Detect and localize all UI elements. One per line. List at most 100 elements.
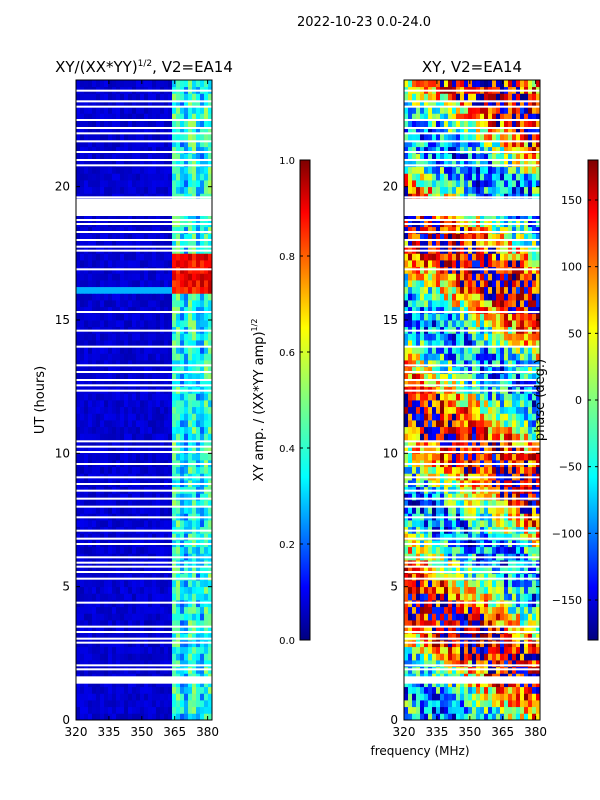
heatmap-cell	[508, 420, 513, 428]
heatmap-cell	[140, 606, 145, 614]
heatmap-cell	[448, 633, 453, 641]
heatmap-cell	[84, 686, 89, 694]
heatmap-cell	[108, 500, 113, 508]
heatmap-cell	[420, 453, 425, 461]
heatmap-cell	[112, 320, 117, 328]
heatmap-cell	[80, 506, 85, 514]
heatmap-cell	[204, 280, 209, 288]
heatmap-cell	[100, 213, 105, 221]
heatmap-cell	[152, 173, 157, 181]
heatmap-cell	[492, 546, 497, 554]
heatmap-cell	[180, 273, 185, 281]
heatmap-cell	[160, 260, 165, 268]
heatmap-cell	[512, 533, 517, 541]
heatmap-cell	[460, 446, 465, 454]
heatmap-cell	[80, 180, 85, 188]
heatmap-cell	[124, 180, 129, 188]
heatmap-cell	[108, 100, 113, 108]
heatmap-cell	[196, 346, 201, 354]
heatmap-cell	[196, 186, 201, 194]
heatmap-cell	[84, 606, 89, 614]
heatmap-cell	[208, 280, 213, 288]
heatmap-cell	[96, 213, 101, 221]
heatmap-cell	[152, 300, 157, 308]
heatmap-cell	[156, 633, 161, 641]
heatmap-cell	[200, 233, 205, 241]
heatmap-cell	[96, 133, 101, 141]
heatmap-cell	[204, 146, 209, 154]
heatmap-cell	[116, 400, 121, 408]
heatmap-cell	[172, 400, 177, 408]
heatmap-cell	[84, 213, 89, 221]
heatmap-cell	[208, 133, 213, 141]
heatmap-cell	[156, 133, 161, 141]
heatmap-cell	[108, 520, 113, 528]
heatmap-cell	[512, 546, 517, 554]
heatmap-cell	[492, 453, 497, 461]
heatmap-cell	[144, 306, 149, 314]
heatmap-cell	[480, 586, 485, 594]
heatmap-cell	[412, 433, 417, 441]
heatmap-cell	[156, 300, 161, 308]
heatmap-cell	[80, 233, 85, 241]
heatmap-cell	[416, 400, 421, 408]
heatmap-cell	[204, 293, 209, 301]
heatmap-cell	[140, 313, 145, 321]
heatmap-cell	[184, 566, 189, 574]
heatmap-cell	[424, 420, 429, 428]
heatmap-cell	[100, 360, 105, 368]
heatmap-cell	[132, 686, 137, 694]
heatmap-cell	[196, 566, 201, 574]
heatmap-cell	[164, 613, 169, 621]
heatmap-cell	[176, 446, 181, 454]
heatmap-cell	[176, 380, 181, 388]
heatmap-cell	[456, 453, 461, 461]
heatmap-cell	[92, 106, 97, 114]
heatmap-cell	[108, 306, 113, 314]
heatmap-cell	[412, 653, 417, 661]
heatmap-cell	[152, 140, 157, 148]
heatmap-cell	[192, 606, 197, 614]
heatmap-cell	[500, 446, 505, 454]
heatmap-cell	[460, 453, 465, 461]
heatmap-cell	[120, 440, 125, 448]
heatmap-cell	[96, 693, 101, 701]
heatmap-cell	[484, 433, 489, 441]
heatmap-cell	[88, 273, 93, 281]
heatmap-cell	[508, 426, 513, 434]
heatmap-cell	[176, 186, 181, 194]
heatmap-cell	[108, 93, 113, 101]
heatmap-cell	[160, 426, 165, 434]
heatmap-cell	[196, 113, 201, 121]
heatmap-cell	[128, 646, 133, 654]
heatmap-cell	[416, 533, 421, 541]
heatmap-cell	[528, 466, 533, 474]
heatmap-cell	[428, 453, 433, 461]
heatmap-cell	[204, 573, 209, 581]
heatmap-cell	[468, 573, 473, 581]
heatmap-cell	[96, 393, 101, 401]
heatmap-cell	[132, 660, 137, 668]
heatmap-cell	[424, 713, 429, 721]
heatmap-cell	[124, 466, 129, 474]
heatmap-cell	[428, 533, 433, 541]
heatmap-cell	[144, 80, 149, 88]
heatmap-cell	[456, 606, 461, 614]
heatmap-cell	[112, 346, 117, 354]
heatmap-cell	[428, 626, 433, 634]
heatmap-cell	[172, 606, 177, 614]
heatmap-cell	[516, 520, 521, 528]
heatmap-cell	[436, 626, 441, 634]
heatmap-cell	[148, 413, 153, 421]
heatmap-cell	[500, 440, 505, 448]
heatmap-cell	[428, 546, 433, 554]
heatmap-cell	[116, 93, 121, 101]
heatmap-cell	[476, 693, 481, 701]
heatmap-cell	[204, 406, 209, 414]
left-title: XY/(XX*YY)1/2, V2=EA14	[55, 58, 233, 76]
heatmap-cell	[496, 453, 501, 461]
heatmap-cell	[188, 546, 193, 554]
heatmap-cell	[200, 293, 205, 301]
heatmap-cell	[500, 566, 505, 574]
heatmap-cell	[412, 400, 417, 408]
